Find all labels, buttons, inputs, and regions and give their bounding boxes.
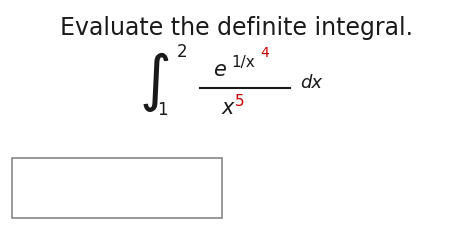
Text: ∫: ∫ (139, 52, 171, 112)
Text: e: e (213, 60, 226, 80)
Text: 5: 5 (235, 94, 245, 109)
Text: dx: dx (300, 74, 322, 92)
Text: 1: 1 (157, 101, 168, 119)
Bar (12, 158, 222, 218)
Text: 4: 4 (260, 46, 269, 60)
Text: 1/x: 1/x (231, 55, 255, 70)
Text: 2: 2 (177, 43, 188, 61)
Text: Evaluate the definite integral.: Evaluate the definite integral. (61, 16, 413, 40)
Text: x: x (222, 98, 234, 118)
